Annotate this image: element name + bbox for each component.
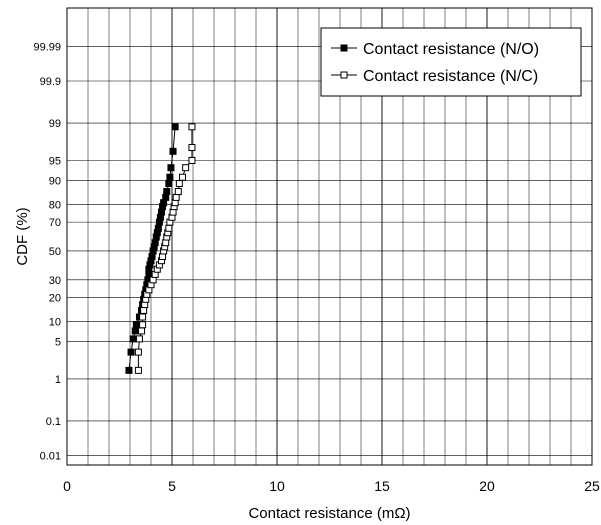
- data-point: [135, 335, 143, 343]
- y-tick-label: 50: [49, 246, 61, 258]
- data-point: [188, 123, 196, 131]
- data-point: [188, 157, 196, 165]
- x-tick-label: 0: [63, 478, 71, 494]
- legend-box: [320, 27, 582, 97]
- series-layer: [125, 123, 196, 374]
- data-point: [138, 327, 146, 335]
- data-point: [131, 327, 139, 335]
- data-point: [162, 193, 170, 201]
- data-point: [171, 123, 179, 131]
- legend-entry: Contact resistance (N/O): [331, 41, 539, 58]
- series-2: [134, 123, 196, 374]
- y-tick-labels: 0.01 0.1 1 5 10 20 30 50 70 80 90 95 99 99.9 99.99: [33, 41, 61, 462]
- data-point: [165, 180, 173, 188]
- y-tick-label: 20: [49, 292, 61, 304]
- y-tick-label: 80: [49, 200, 61, 212]
- x-axis-label: Contact resistance (mΩ): [248, 505, 410, 522]
- x-tick-label: 5: [168, 478, 176, 494]
- y-tick-label: 10: [49, 316, 61, 328]
- legend: Contact resistance (N/O) Contact resistan…: [320, 27, 582, 97]
- data-point: [174, 188, 182, 196]
- data-point: [127, 348, 135, 356]
- x-tick-label: 10: [269, 478, 285, 494]
- legend-label: Contact resistance (N/C): [363, 68, 538, 85]
- data-point: [125, 366, 133, 374]
- data-point: [140, 306, 148, 314]
- y-tick-label: 90: [49, 175, 61, 187]
- x-tick-labels: 0 5 10 15 20 25: [63, 478, 600, 494]
- y-tick-label: 0.01: [40, 451, 61, 463]
- data-point: [169, 147, 177, 155]
- data-point: [132, 321, 140, 329]
- x-tick-label: 25: [584, 478, 600, 494]
- grid-lines: [67, 8, 592, 465]
- legend-label: Contact resistance (N/O): [363, 41, 539, 58]
- y-tick-label: 30: [49, 275, 61, 287]
- legend-marker: [340, 71, 348, 79]
- x-tick-label: 15: [374, 478, 390, 494]
- data-point: [134, 348, 142, 356]
- data-point: [175, 180, 183, 188]
- y-axis-label: CDF (%): [14, 207, 31, 265]
- y-tick-label: 99: [49, 118, 61, 130]
- y-tick-label: 99.99: [33, 41, 61, 53]
- legend-marker: [340, 44, 348, 52]
- y-tick-label: 95: [49, 156, 61, 168]
- data-point: [163, 188, 171, 196]
- x-tick-label: 20: [479, 478, 495, 494]
- plot-area-frame: [66, 7, 593, 466]
- y-tick-label: 1: [55, 374, 61, 386]
- data-point: [179, 173, 186, 181]
- data-point: [166, 173, 174, 181]
- data-point: [139, 321, 147, 329]
- data-point: [165, 224, 173, 232]
- data-point: [167, 164, 175, 172]
- y-tick-label: 70: [49, 217, 61, 229]
- data-point: [129, 335, 137, 343]
- legend-entry: Contact resistance (N/C): [331, 68, 538, 85]
- data-point: [139, 313, 147, 321]
- y-tick-label: 99.9: [40, 76, 61, 88]
- data-point: [134, 366, 142, 374]
- data-point: [172, 193, 180, 201]
- data-point: [151, 239, 159, 247]
- data-point: [188, 144, 196, 152]
- data-point: [182, 164, 190, 172]
- y-tick-label: 0.1: [46, 416, 61, 428]
- data-point: [154, 224, 162, 232]
- data-point: [162, 239, 170, 247]
- y-tick-label: 5: [55, 336, 61, 348]
